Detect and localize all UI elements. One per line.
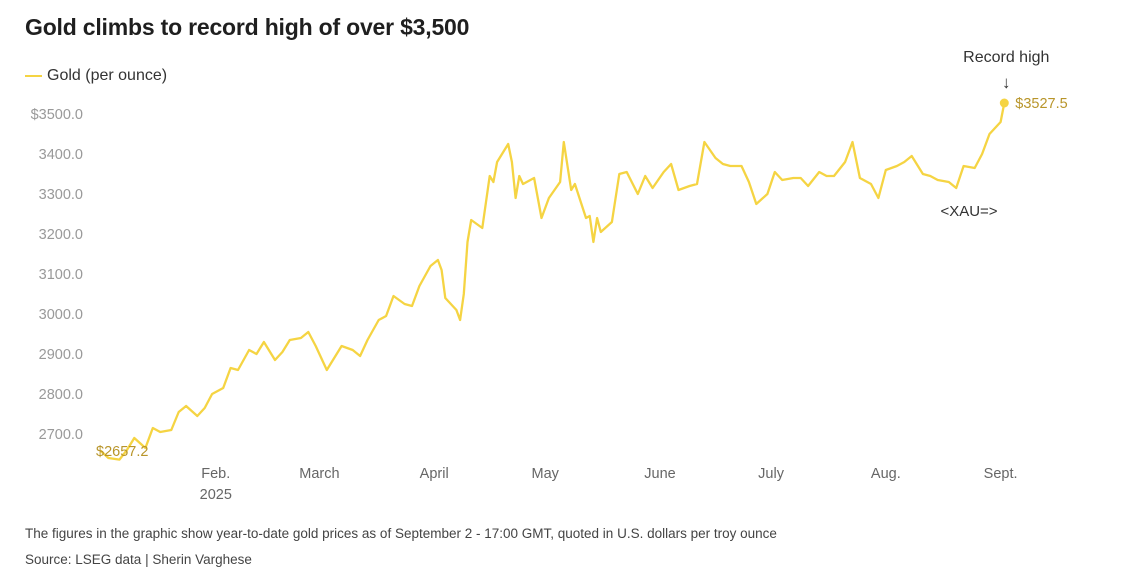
- y-tick-label: 3300.0: [39, 187, 83, 203]
- y-tick-label: 2700.0: [39, 427, 83, 443]
- end-value-label: $3527.5: [1015, 96, 1067, 112]
- legend-label: Gold (per ounce): [47, 67, 168, 84]
- x-tick-label: June: [644, 466, 675, 482]
- gold-price-line: [99, 101, 1006, 461]
- y-tick-label: 3400.0: [39, 147, 83, 163]
- chart-title: Gold climbs to record high of over $3,50…: [25, 14, 470, 40]
- ticker-annotation: <XAU=>: [940, 203, 997, 220]
- y-tick-label: $3500.0: [31, 107, 83, 123]
- x-tick-label: April: [420, 466, 449, 482]
- record-high-annotation: Record high: [963, 49, 1049, 66]
- x-tick-label: May: [532, 466, 560, 482]
- record-high-marker: [999, 98, 1009, 108]
- y-tick-label: 3000.0: [39, 307, 83, 323]
- footnote: The figures in the graphic show year-to-…: [25, 526, 777, 541]
- start-value-label: $2657.2: [96, 444, 148, 460]
- x-tick-label: March: [299, 466, 339, 482]
- x-tick-label: Aug.: [871, 466, 901, 482]
- x-tick-label: Feb.: [201, 466, 230, 482]
- x-tick-label: Sept.: [984, 466, 1018, 482]
- legend-swatch: [25, 75, 42, 77]
- x-tick-label: July: [758, 466, 785, 482]
- x-tick-sublabel: 2025: [200, 487, 232, 503]
- y-tick-label: 2800.0: [39, 387, 83, 403]
- y-tick-label: 3100.0: [39, 267, 83, 283]
- source-credit: Source: LSEG data | Sherin Varghese: [25, 552, 252, 567]
- y-tick-label: 2900.0: [39, 347, 83, 363]
- legend: Gold (per ounce): [25, 67, 167, 85]
- down-arrow-icon: ↓: [1002, 73, 1011, 92]
- y-tick-label: 3200.0: [39, 227, 83, 243]
